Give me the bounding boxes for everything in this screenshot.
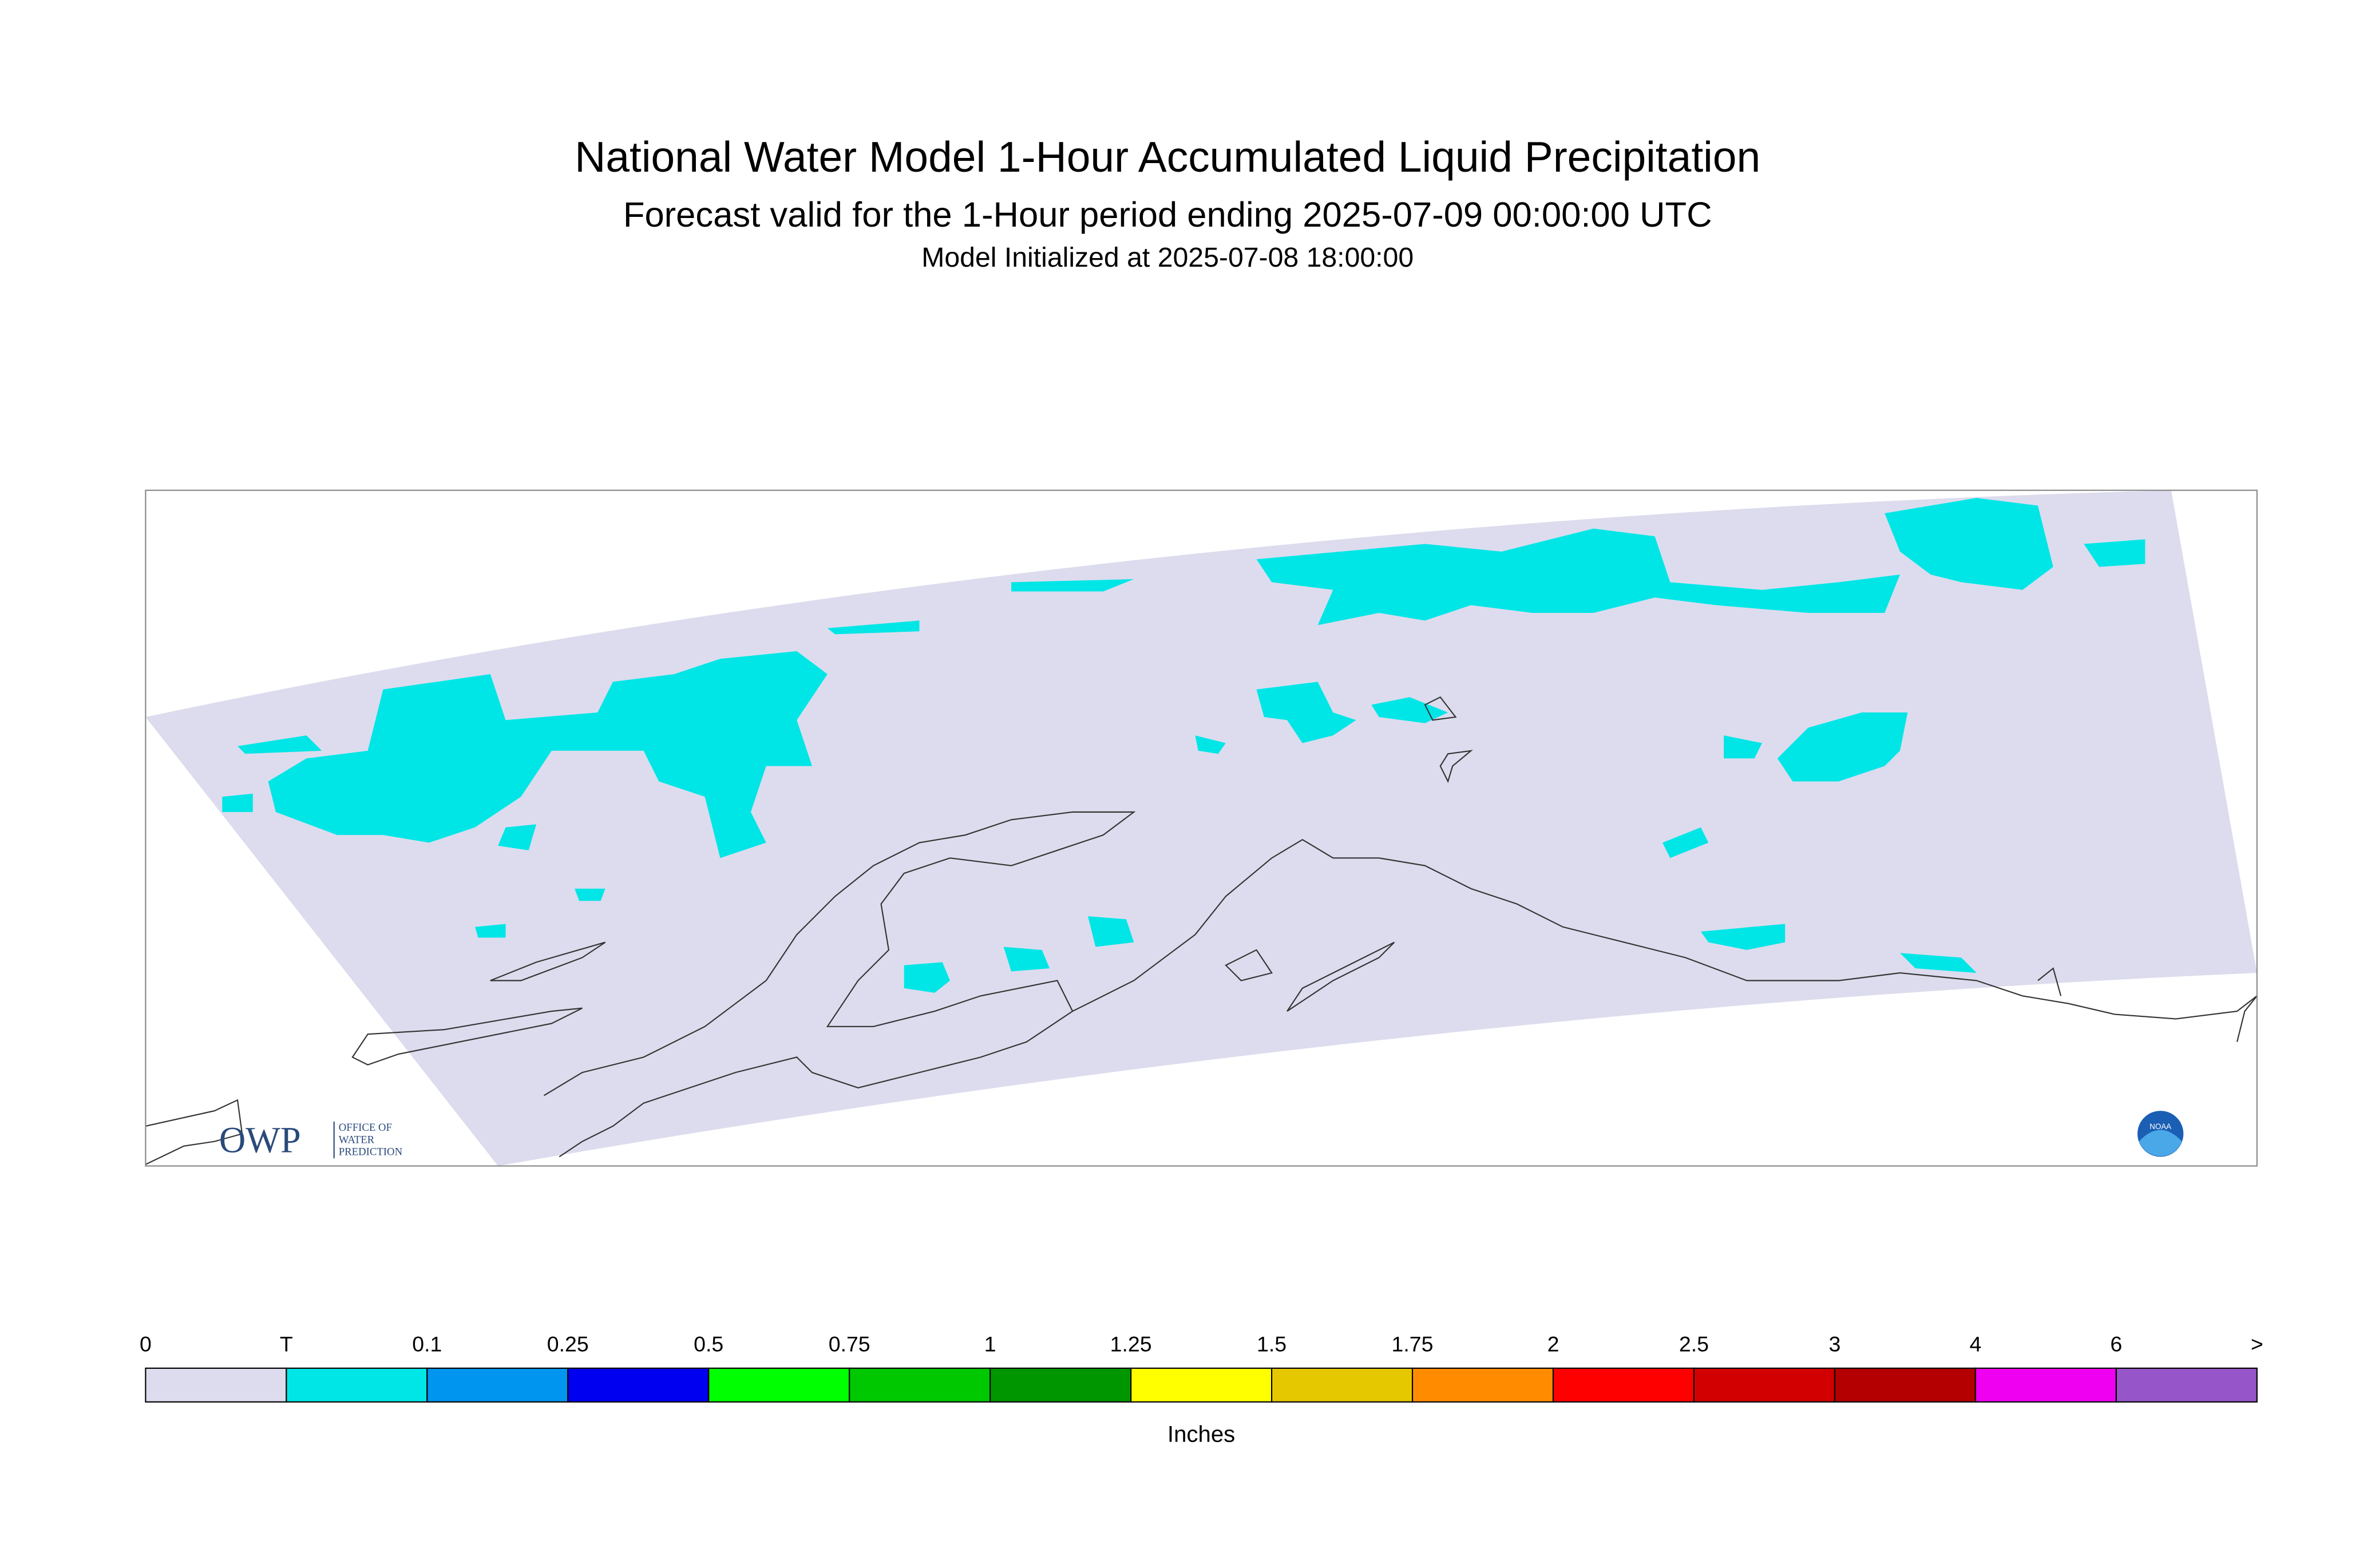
map: OWP OFFICE OF WATER PREDICTION NOAA <box>145 489 2258 1167</box>
colorbar-label: 6 <box>2110 1332 2122 1356</box>
colorbar-segment <box>1411 1367 1554 1403</box>
colorbar-segment <box>1552 1367 1695 1403</box>
init-time: Model Initialized at 2025-07-08 18:00:00 <box>921 242 1414 273</box>
coastlines <box>145 696 2257 1165</box>
colorbar-unit: Inches <box>1167 1421 1235 1447</box>
colorbar-label: 0.75 <box>829 1332 870 1356</box>
colorbar-segment <box>1834 1367 1976 1403</box>
precip-areas <box>222 498 2146 993</box>
colorbar-label: 1 <box>984 1332 996 1356</box>
model-domain <box>145 490 2257 1166</box>
noaa-logo: NOAA <box>2137 1111 2184 1157</box>
colorbar-segment <box>567 1367 710 1403</box>
colorbar-label: 1.5 <box>1257 1332 1287 1356</box>
colorbar-label: 2 <box>1547 1332 1559 1356</box>
owp-logo-line: PREDICTION <box>339 1146 403 1158</box>
title: National Water Model 1-Hour Accumulated … <box>575 133 1760 181</box>
colorbar-label: 0.5 <box>694 1332 723 1356</box>
colorbar-segment <box>1693 1367 1835 1403</box>
colorbar-label: 4 <box>1969 1332 1981 1356</box>
owp-logo-line: OFFICE OF <box>339 1122 392 1134</box>
colorbar-segment <box>708 1367 850 1403</box>
colorbar-segment <box>989 1367 1132 1403</box>
colorbar-label: > <box>2251 1332 2263 1356</box>
colorbar-label: 0.1 <box>412 1332 442 1356</box>
owp-logo: OWP OFFICE OF WATER PREDICTION <box>219 1119 403 1160</box>
colorbar-segment <box>286 1367 428 1403</box>
colorbar-segment <box>2115 1367 2258 1403</box>
colorbar-label: 0 <box>140 1332 152 1356</box>
owp-logo-text: OWP <box>219 1119 301 1160</box>
colorbar-label: 0.25 <box>547 1332 589 1356</box>
colorbar: 0 T 0.1 0.25 0.5 0.75 1 1.25 1.5 1.75 2 2.5 3 4 6 > <box>140 1332 2263 1403</box>
colorbar-segment <box>849 1367 991 1403</box>
colorbar-segment <box>1130 1367 1273 1403</box>
subtitle: Forecast valid for the 1-Hour period end… <box>623 195 1712 235</box>
owp-logo-line: WATER <box>339 1134 375 1146</box>
noaa-logo-text: NOAA <box>2150 1122 2171 1131</box>
colorbar-segment <box>1271 1367 1414 1403</box>
colorbar-segment <box>145 1367 287 1403</box>
map-frame <box>145 489 2258 1167</box>
colorbar-segment <box>1974 1367 2117 1403</box>
colorbar-label: T <box>280 1332 293 1356</box>
colorbar-segment <box>426 1367 569 1403</box>
colorbar-label: 1.75 <box>1392 1332 1434 1356</box>
colorbar-label: 3 <box>1828 1332 1840 1356</box>
colorbar-label: 1.25 <box>1110 1332 1152 1356</box>
colorbar-label: 2.5 <box>1679 1332 1709 1356</box>
